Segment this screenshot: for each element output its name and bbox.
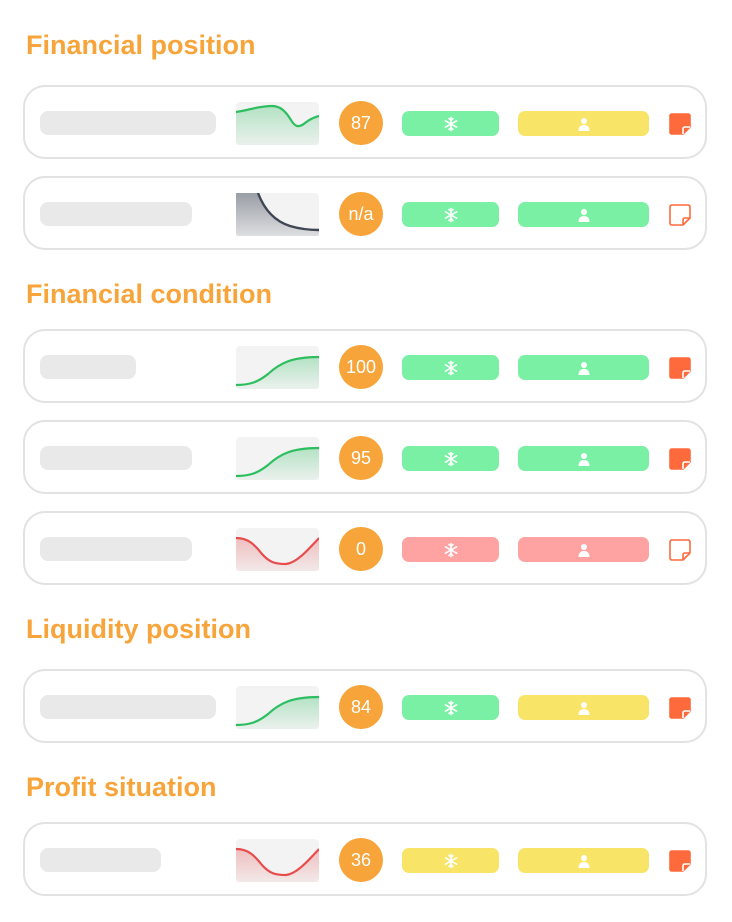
status-a-badge[interactable]	[402, 111, 499, 136]
trend-sparkline	[236, 102, 319, 145]
row-name-placeholder	[40, 355, 136, 379]
row-liquidity-position-1[interactable]: 84	[23, 669, 707, 743]
trend-sparkline	[236, 686, 319, 729]
status-a-badge[interactable]	[402, 695, 499, 720]
status-a-badge[interactable]	[402, 202, 499, 227]
score-badge: 36	[339, 838, 383, 882]
status-b-badge[interactable]	[518, 695, 649, 720]
status-b-badge[interactable]	[518, 202, 649, 227]
sticky-note-icon[interactable]	[669, 448, 691, 470]
status-b-badge[interactable]	[518, 848, 649, 873]
row-name-placeholder	[40, 202, 192, 226]
row-financial-position-1[interactable]: 87	[23, 85, 707, 159]
trend-sparkline	[236, 346, 319, 389]
trend-sparkline	[236, 839, 319, 882]
score-badge: 84	[339, 685, 383, 729]
snowflake-icon	[444, 700, 457, 715]
trend-sparkline	[236, 437, 319, 480]
snowflake-icon	[444, 207, 457, 222]
section-title-liquidity-position: Liquidity position	[26, 614, 251, 644]
sticky-note-icon[interactable]	[669, 850, 691, 872]
score-badge: 0	[339, 527, 383, 571]
status-b-badge[interactable]	[518, 111, 649, 136]
person-icon	[578, 361, 589, 375]
person-icon	[578, 701, 589, 715]
row-financial-condition-3[interactable]: 0	[23, 511, 707, 585]
snowflake-icon	[444, 542, 457, 557]
sticky-note-icon[interactable]	[669, 539, 691, 561]
row-name-placeholder	[40, 111, 216, 135]
snowflake-icon	[444, 360, 457, 375]
status-b-badge[interactable]	[518, 446, 649, 471]
section-title-financial-position: Financial position	[26, 30, 256, 60]
score-badge: 87	[339, 101, 383, 145]
sticky-note-icon[interactable]	[669, 204, 691, 226]
row-name-placeholder	[40, 537, 192, 561]
person-icon	[578, 452, 589, 466]
sticky-note-icon[interactable]	[669, 357, 691, 379]
person-icon	[578, 208, 589, 222]
status-a-badge[interactable]	[402, 848, 499, 873]
status-b-badge[interactable]	[518, 355, 649, 380]
status-a-badge[interactable]	[402, 355, 499, 380]
trend-sparkline	[236, 193, 319, 236]
person-icon	[578, 854, 589, 868]
trend-sparkline	[236, 528, 319, 571]
snowflake-icon	[444, 116, 457, 131]
sticky-note-icon[interactable]	[669, 697, 691, 719]
snowflake-icon	[444, 451, 457, 466]
row-name-placeholder	[40, 446, 192, 470]
section-title-profit-situation: Profit situation	[26, 772, 217, 802]
sticky-note-icon[interactable]	[669, 113, 691, 135]
row-financial-condition-1[interactable]: 100	[23, 329, 707, 403]
person-icon	[578, 117, 589, 131]
section-title-financial-condition: Financial condition	[26, 279, 273, 309]
score-badge: 100	[339, 345, 383, 389]
row-name-placeholder	[40, 848, 161, 872]
snowflake-icon	[444, 853, 457, 868]
status-b-badge[interactable]	[518, 537, 649, 562]
status-a-badge[interactable]	[402, 537, 499, 562]
status-a-badge[interactable]	[402, 446, 499, 471]
row-financial-position-2[interactable]: n/a	[23, 176, 707, 250]
person-icon	[578, 543, 589, 557]
score-badge: 95	[339, 436, 383, 480]
row-name-placeholder	[40, 695, 216, 719]
row-financial-condition-2[interactable]: 95	[23, 420, 707, 494]
row-profit-situation-1[interactable]: 36	[23, 822, 707, 896]
score-badge: n/a	[339, 192, 383, 236]
